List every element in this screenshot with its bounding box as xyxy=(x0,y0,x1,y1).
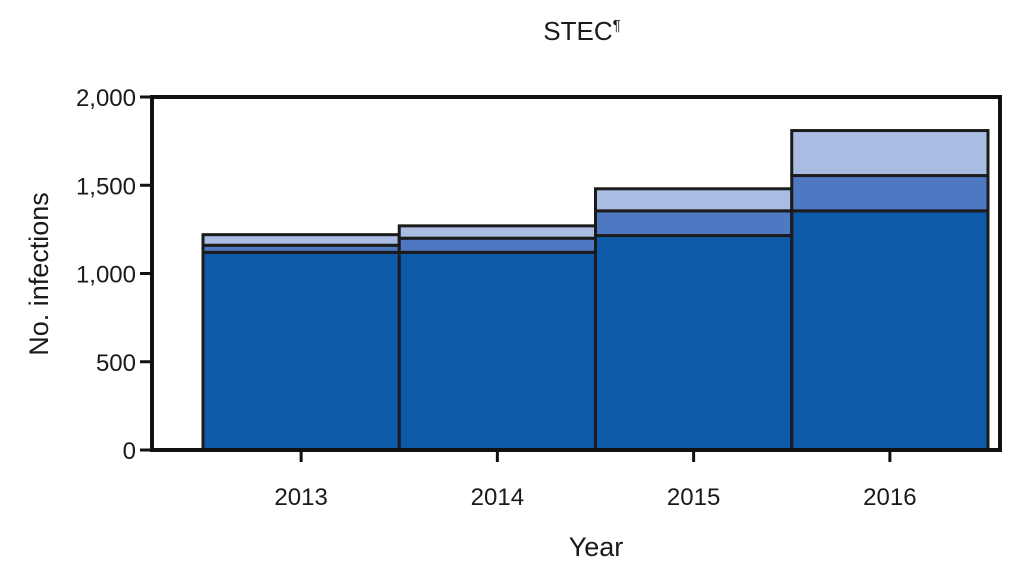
bar-segment-2016-1 xyxy=(790,209,990,452)
bar-segment-2013-3 xyxy=(201,233,401,247)
x-tick-label: 2015 xyxy=(667,484,720,511)
bar-segment-2014-2 xyxy=(397,236,597,254)
x-tick-label: 2013 xyxy=(274,484,327,511)
y-tick-label: 2,000 xyxy=(76,85,136,112)
x-tick-label: 2014 xyxy=(471,484,524,511)
y-tick-label: 1,500 xyxy=(76,173,136,200)
y-tick-label: 1,000 xyxy=(76,262,136,289)
y-axis-label: No. infections xyxy=(24,192,54,356)
bar-segment-2015-3 xyxy=(594,187,794,213)
bar-segment-2013-1 xyxy=(201,250,401,452)
bar-segment-2016-2 xyxy=(790,174,990,213)
bar-segment-2015-1 xyxy=(594,234,794,452)
plot-area-frame xyxy=(150,95,1002,452)
chart-title: STEC¶ xyxy=(543,16,620,46)
bar-segment-2015-2 xyxy=(594,209,794,238)
y-axis-ticks: 0 500 1,000 1,500 2,000 xyxy=(76,85,152,465)
bar-group xyxy=(201,129,990,452)
x-axis-ticks: 2013 2014 2015 2016 xyxy=(274,450,917,511)
x-tick-label: 2016 xyxy=(863,484,916,511)
y-tick-label: 0 xyxy=(123,438,136,465)
x-axis-label: Year xyxy=(569,532,624,562)
bar-segment-2016-3 xyxy=(790,129,990,178)
y-tick-label: 500 xyxy=(96,350,136,377)
bar-segment-2014-1 xyxy=(397,250,597,452)
bar-segment-2014-3 xyxy=(397,224,597,240)
